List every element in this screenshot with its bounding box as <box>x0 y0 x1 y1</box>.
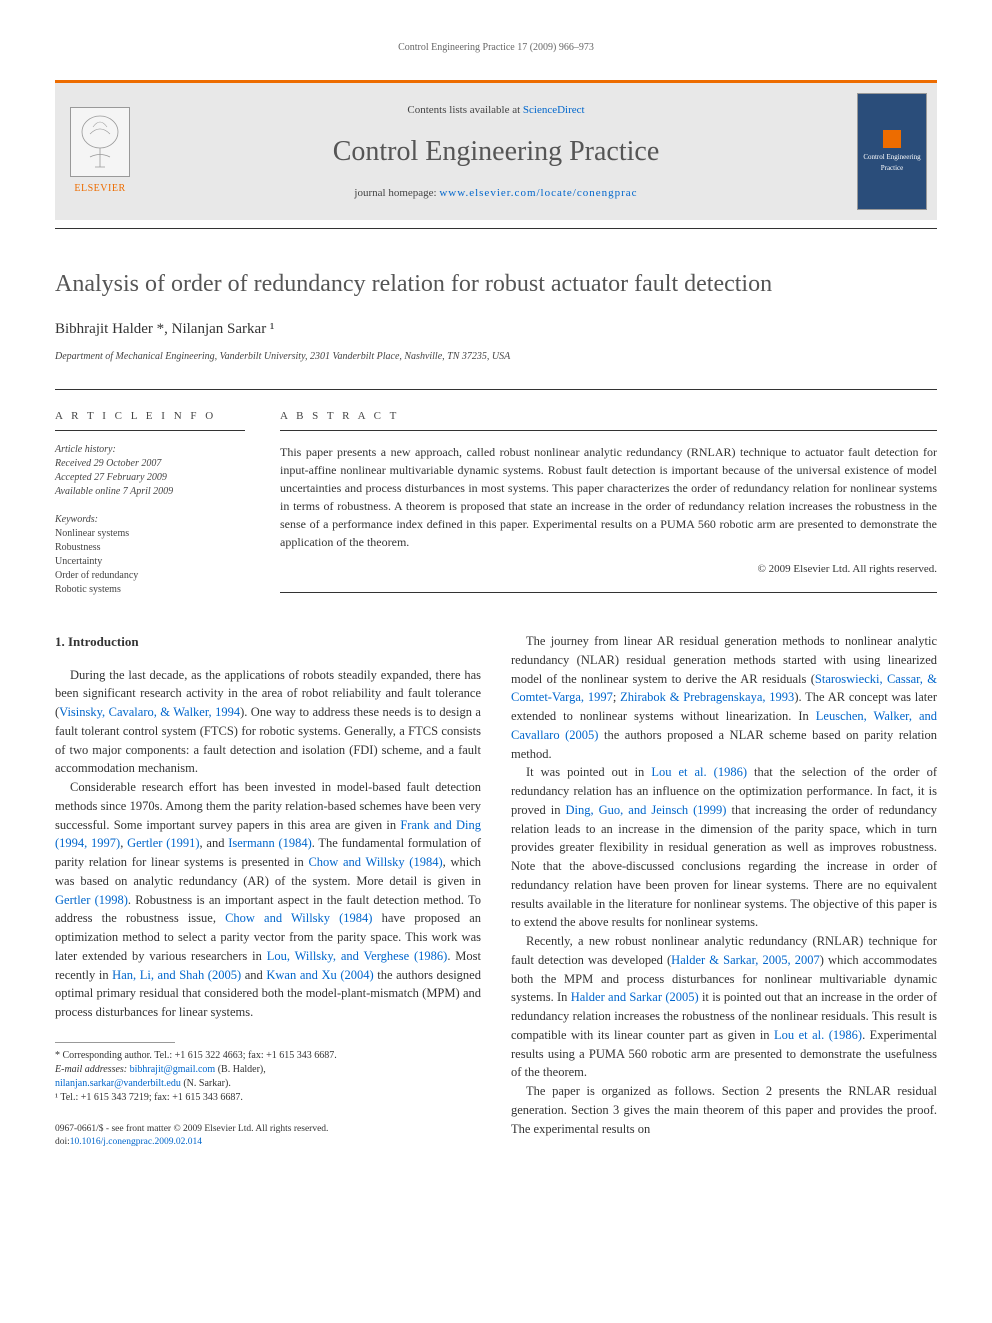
keyword: Robustness <box>55 541 245 555</box>
journal-banner: ELSEVIER Contents lists available at Sci… <box>55 80 937 220</box>
email-line: E-mail addresses: bibhrajit@gmail.com (B… <box>55 1063 481 1077</box>
citation-link[interactable]: Gertler (1991) <box>127 836 199 850</box>
banner-underline <box>55 228 937 229</box>
journal-name: Control Engineering Practice <box>333 131 660 173</box>
front-matter: 0967-0661/$ - see front matter © 2009 El… <box>55 1123 481 1136</box>
contents-line: Contents lists available at ScienceDirec… <box>407 102 584 119</box>
elsevier-logo: ELSEVIER <box>55 83 145 220</box>
email-who: (N. Sarkar). <box>181 1078 231 1089</box>
footnote-rule <box>55 1042 175 1043</box>
email-link[interactable]: nilanjan.sarkar@vanderbilt.edu <box>55 1078 181 1089</box>
doi-link[interactable]: 10.1016/j.conengprac.2009.02.014 <box>70 1137 202 1147</box>
received-date: Received 29 October 2007 <box>55 457 245 471</box>
citation-link[interactable]: Isermann (1984) <box>228 836 312 850</box>
citation-link[interactable]: Chow and Willsky (1984) <box>308 855 442 869</box>
citation-link[interactable]: Visinsky, Cavalaro, & Walker, 1994 <box>59 705 240 719</box>
doi-line: doi:10.1016/j.conengprac.2009.02.014 <box>55 1136 481 1149</box>
abstract-copyright: © 2009 Elsevier Ltd. All rights reserved… <box>280 561 937 578</box>
homepage-link[interactable]: www.elsevier.com/locate/conengprac <box>439 187 637 199</box>
journal-cover-thumb: Control Engineering Practice <box>857 93 927 210</box>
authors: Bibhrajit Halder *, Nilanjan Sarkar ¹ <box>55 318 937 341</box>
para: The journey from linear AR residual gene… <box>511 632 937 763</box>
thumb-accent-icon <box>883 130 901 148</box>
email-link[interactable]: bibhrajit@gmail.com <box>130 1064 216 1075</box>
banner-center: Contents lists available at ScienceDirec… <box>145 83 847 220</box>
contents-prefix: Contents lists available at <box>407 104 522 116</box>
citation-link[interactable]: Zhirabok & Prebragenskaya, 1993 <box>620 690 794 704</box>
body-columns: 1. Introduction During the last decade, … <box>55 632 937 1149</box>
para: It was pointed out in Lou et al. (1986) … <box>511 763 937 932</box>
footer-refs: 0967-0661/$ - see front matter © 2009 El… <box>55 1123 481 1150</box>
left-column: 1. Introduction During the last decade, … <box>55 632 481 1149</box>
citation-link[interactable]: Lou et al. (1986) <box>774 1028 862 1042</box>
para: Considerable research effort has been in… <box>55 778 481 1022</box>
right-column: The journey from linear AR residual gene… <box>511 632 937 1149</box>
running-header: Control Engineering Practice 17 (2009) 9… <box>55 40 937 55</box>
text: It was pointed out in <box>526 765 651 779</box>
info-abstract-row: A R T I C L E I N F O Article history: R… <box>55 389 937 598</box>
footnotes: * Corresponding author. Tel.: +1 615 322… <box>55 1049 481 1105</box>
citation-link[interactable]: Gertler (1998) <box>55 893 128 907</box>
homepage-prefix: journal homepage: <box>354 187 439 199</box>
citation-link[interactable]: Lou et al. (1986) <box>651 765 747 779</box>
keywords-block: Keywords: Nonlinear systems Robustness U… <box>55 513 245 597</box>
citation-link[interactable]: Halder and Sarkar (2005) <box>571 990 699 1004</box>
text: and <box>241 968 266 982</box>
abstract-text: This paper presents a new approach, call… <box>280 443 937 551</box>
citation-link[interactable]: Halder & Sarkar, 2005, 2007 <box>671 953 820 967</box>
affiliation: Department of Mechanical Engineering, Va… <box>55 349 937 364</box>
para: Recently, a new robust nonlinear analyti… <box>511 932 937 1082</box>
online-date: Available online 7 April 2009 <box>55 485 245 499</box>
para: During the last decade, as the applicati… <box>55 666 481 779</box>
elsevier-label: ELSEVIER <box>74 181 125 196</box>
keyword: Robotic systems <box>55 583 245 597</box>
article-info: A R T I C L E I N F O Article history: R… <box>55 408 245 598</box>
section-heading: 1. Introduction <box>55 632 481 652</box>
doi-prefix: doi: <box>55 1137 70 1147</box>
elsevier-tree-icon <box>70 107 130 177</box>
keyword: Order of redundancy <box>55 569 245 583</box>
citation-link[interactable]: Han, Li, and Shah (2005) <box>112 968 241 982</box>
article-info-label: A R T I C L E I N F O <box>55 408 245 432</box>
text: , and <box>200 836 229 850</box>
sciencedirect-link[interactable]: ScienceDirect <box>523 104 585 116</box>
keyword: Nonlinear systems <box>55 527 245 541</box>
email-line: nilanjan.sarkar@vanderbilt.edu (N. Sarka… <box>55 1077 481 1091</box>
email-label: E-mail addresses: <box>55 1064 130 1075</box>
author-note: ¹ Tel.: +1 615 343 7219; fax: +1 615 343… <box>55 1091 481 1105</box>
history-block: Article history: Received 29 October 200… <box>55 443 245 499</box>
citation-link[interactable]: Kwan and Xu (2004) <box>266 968 373 982</box>
para: The paper is organized as follows. Secti… <box>511 1082 937 1138</box>
corr-author-note: * Corresponding author. Tel.: +1 615 322… <box>55 1049 481 1063</box>
citation-link[interactable]: Chow and Willsky (1984) <box>225 911 372 925</box>
email-who: (B. Halder), <box>215 1064 266 1075</box>
thumb-text: Control Engineering Practice <box>862 152 922 173</box>
keyword: Uncertainty <box>55 555 245 569</box>
abstract-label: A B S T R A C T <box>280 408 937 432</box>
abstract-underline <box>280 592 937 593</box>
history-label: Article history: <box>55 443 245 457</box>
text: that increasing the order of redundancy … <box>511 803 937 930</box>
citation-link[interactable]: Ding, Guo, and Jeinsch (1999) <box>565 803 726 817</box>
keywords-label: Keywords: <box>55 513 245 527</box>
citation-link[interactable]: Lou, Willsky, and Verghese (1986) <box>267 949 448 963</box>
accepted-date: Accepted 27 February 2009 <box>55 471 245 485</box>
abstract-column: A B S T R A C T This paper presents a ne… <box>280 408 937 598</box>
homepage-line: journal homepage: www.elsevier.com/locat… <box>354 185 637 202</box>
article-title: Analysis of order of redundancy relation… <box>55 269 937 300</box>
